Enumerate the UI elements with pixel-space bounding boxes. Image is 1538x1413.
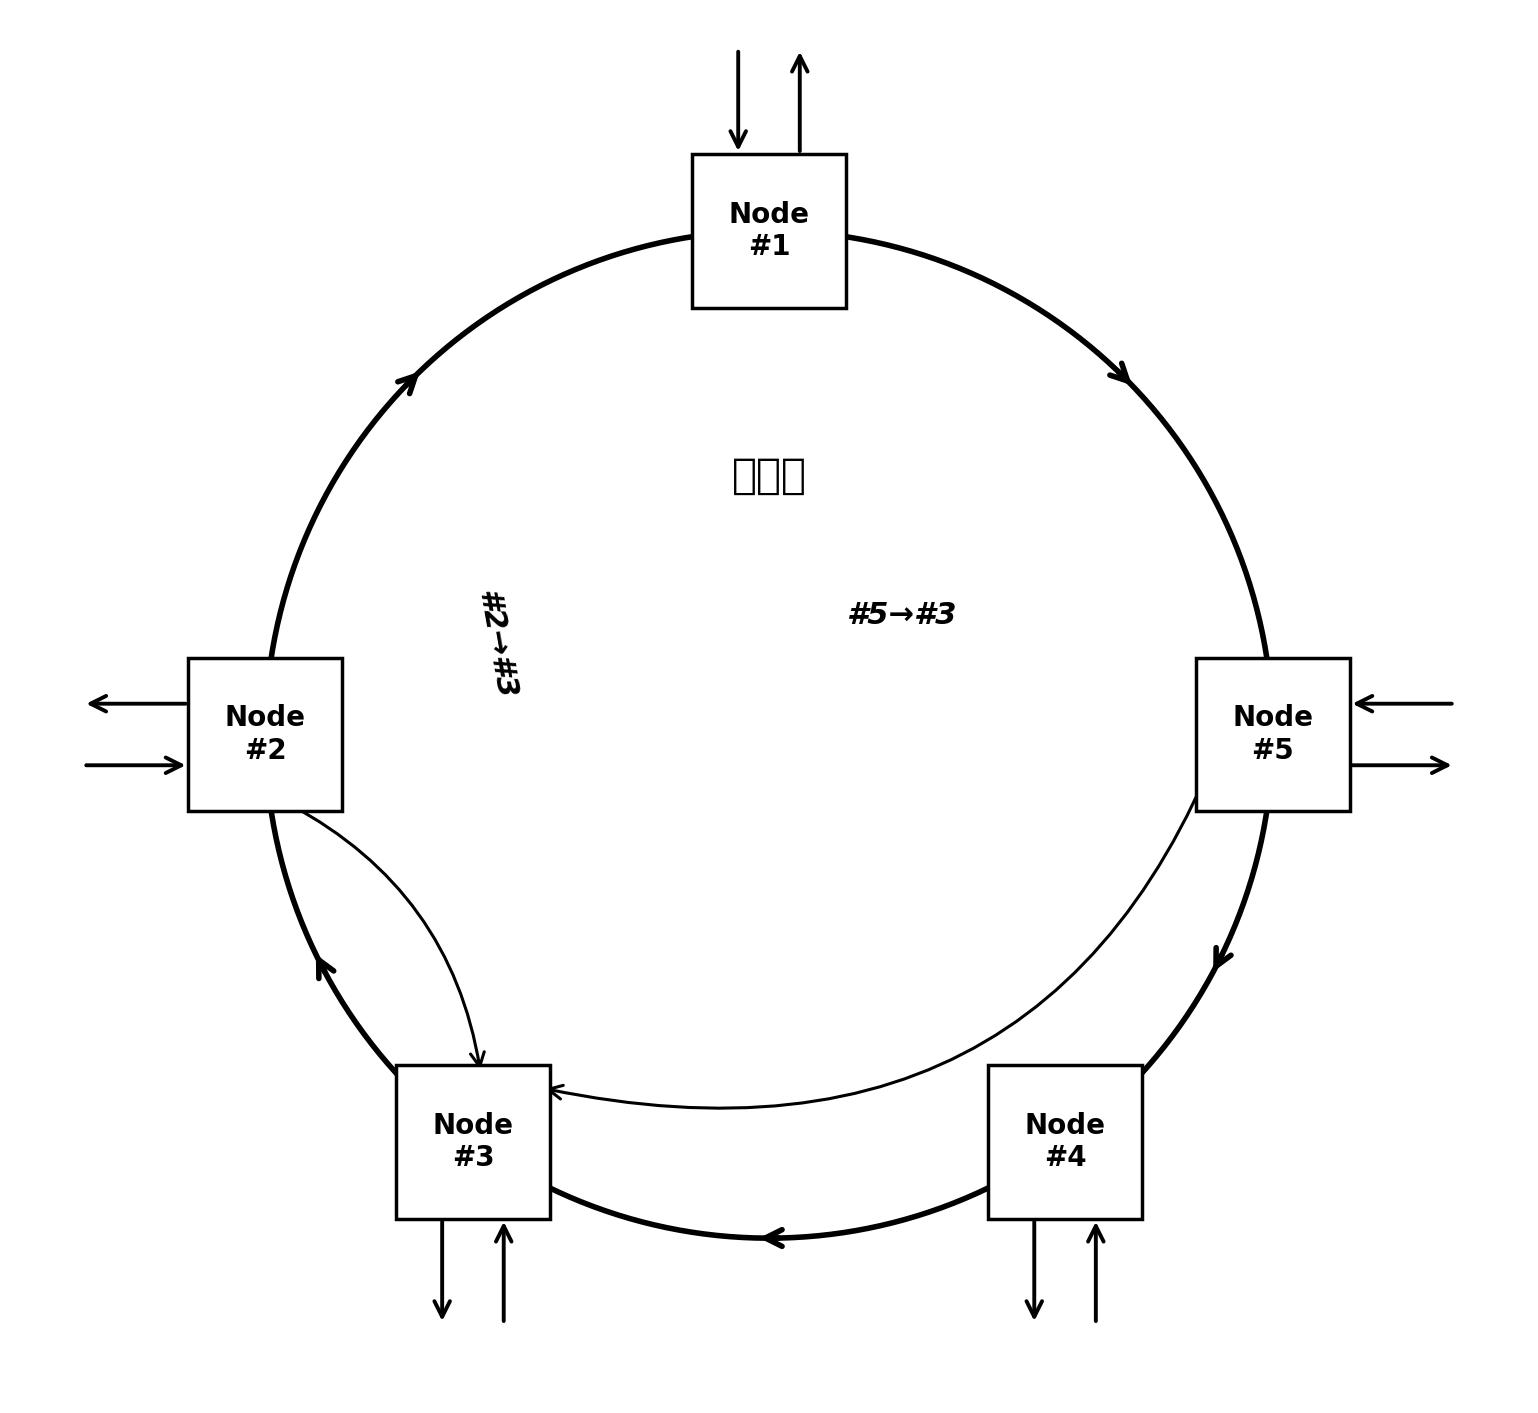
Text: #2→#3: #2→#3: [472, 586, 520, 701]
Text: Node
#3: Node #3: [432, 1112, 514, 1173]
Text: Node
#5: Node #5: [1232, 704, 1313, 764]
FancyBboxPatch shape: [395, 1065, 551, 1219]
FancyBboxPatch shape: [987, 1065, 1143, 1219]
FancyBboxPatch shape: [692, 154, 846, 308]
Text: Node
#1: Node #1: [729, 201, 809, 261]
FancyBboxPatch shape: [1195, 657, 1350, 811]
FancyBboxPatch shape: [188, 657, 343, 811]
Text: Node
#4: Node #4: [1024, 1112, 1106, 1173]
Text: 主节点: 主节点: [732, 455, 806, 496]
Text: Node
#2: Node #2: [225, 704, 306, 764]
Text: #5→#3: #5→#3: [846, 601, 957, 630]
